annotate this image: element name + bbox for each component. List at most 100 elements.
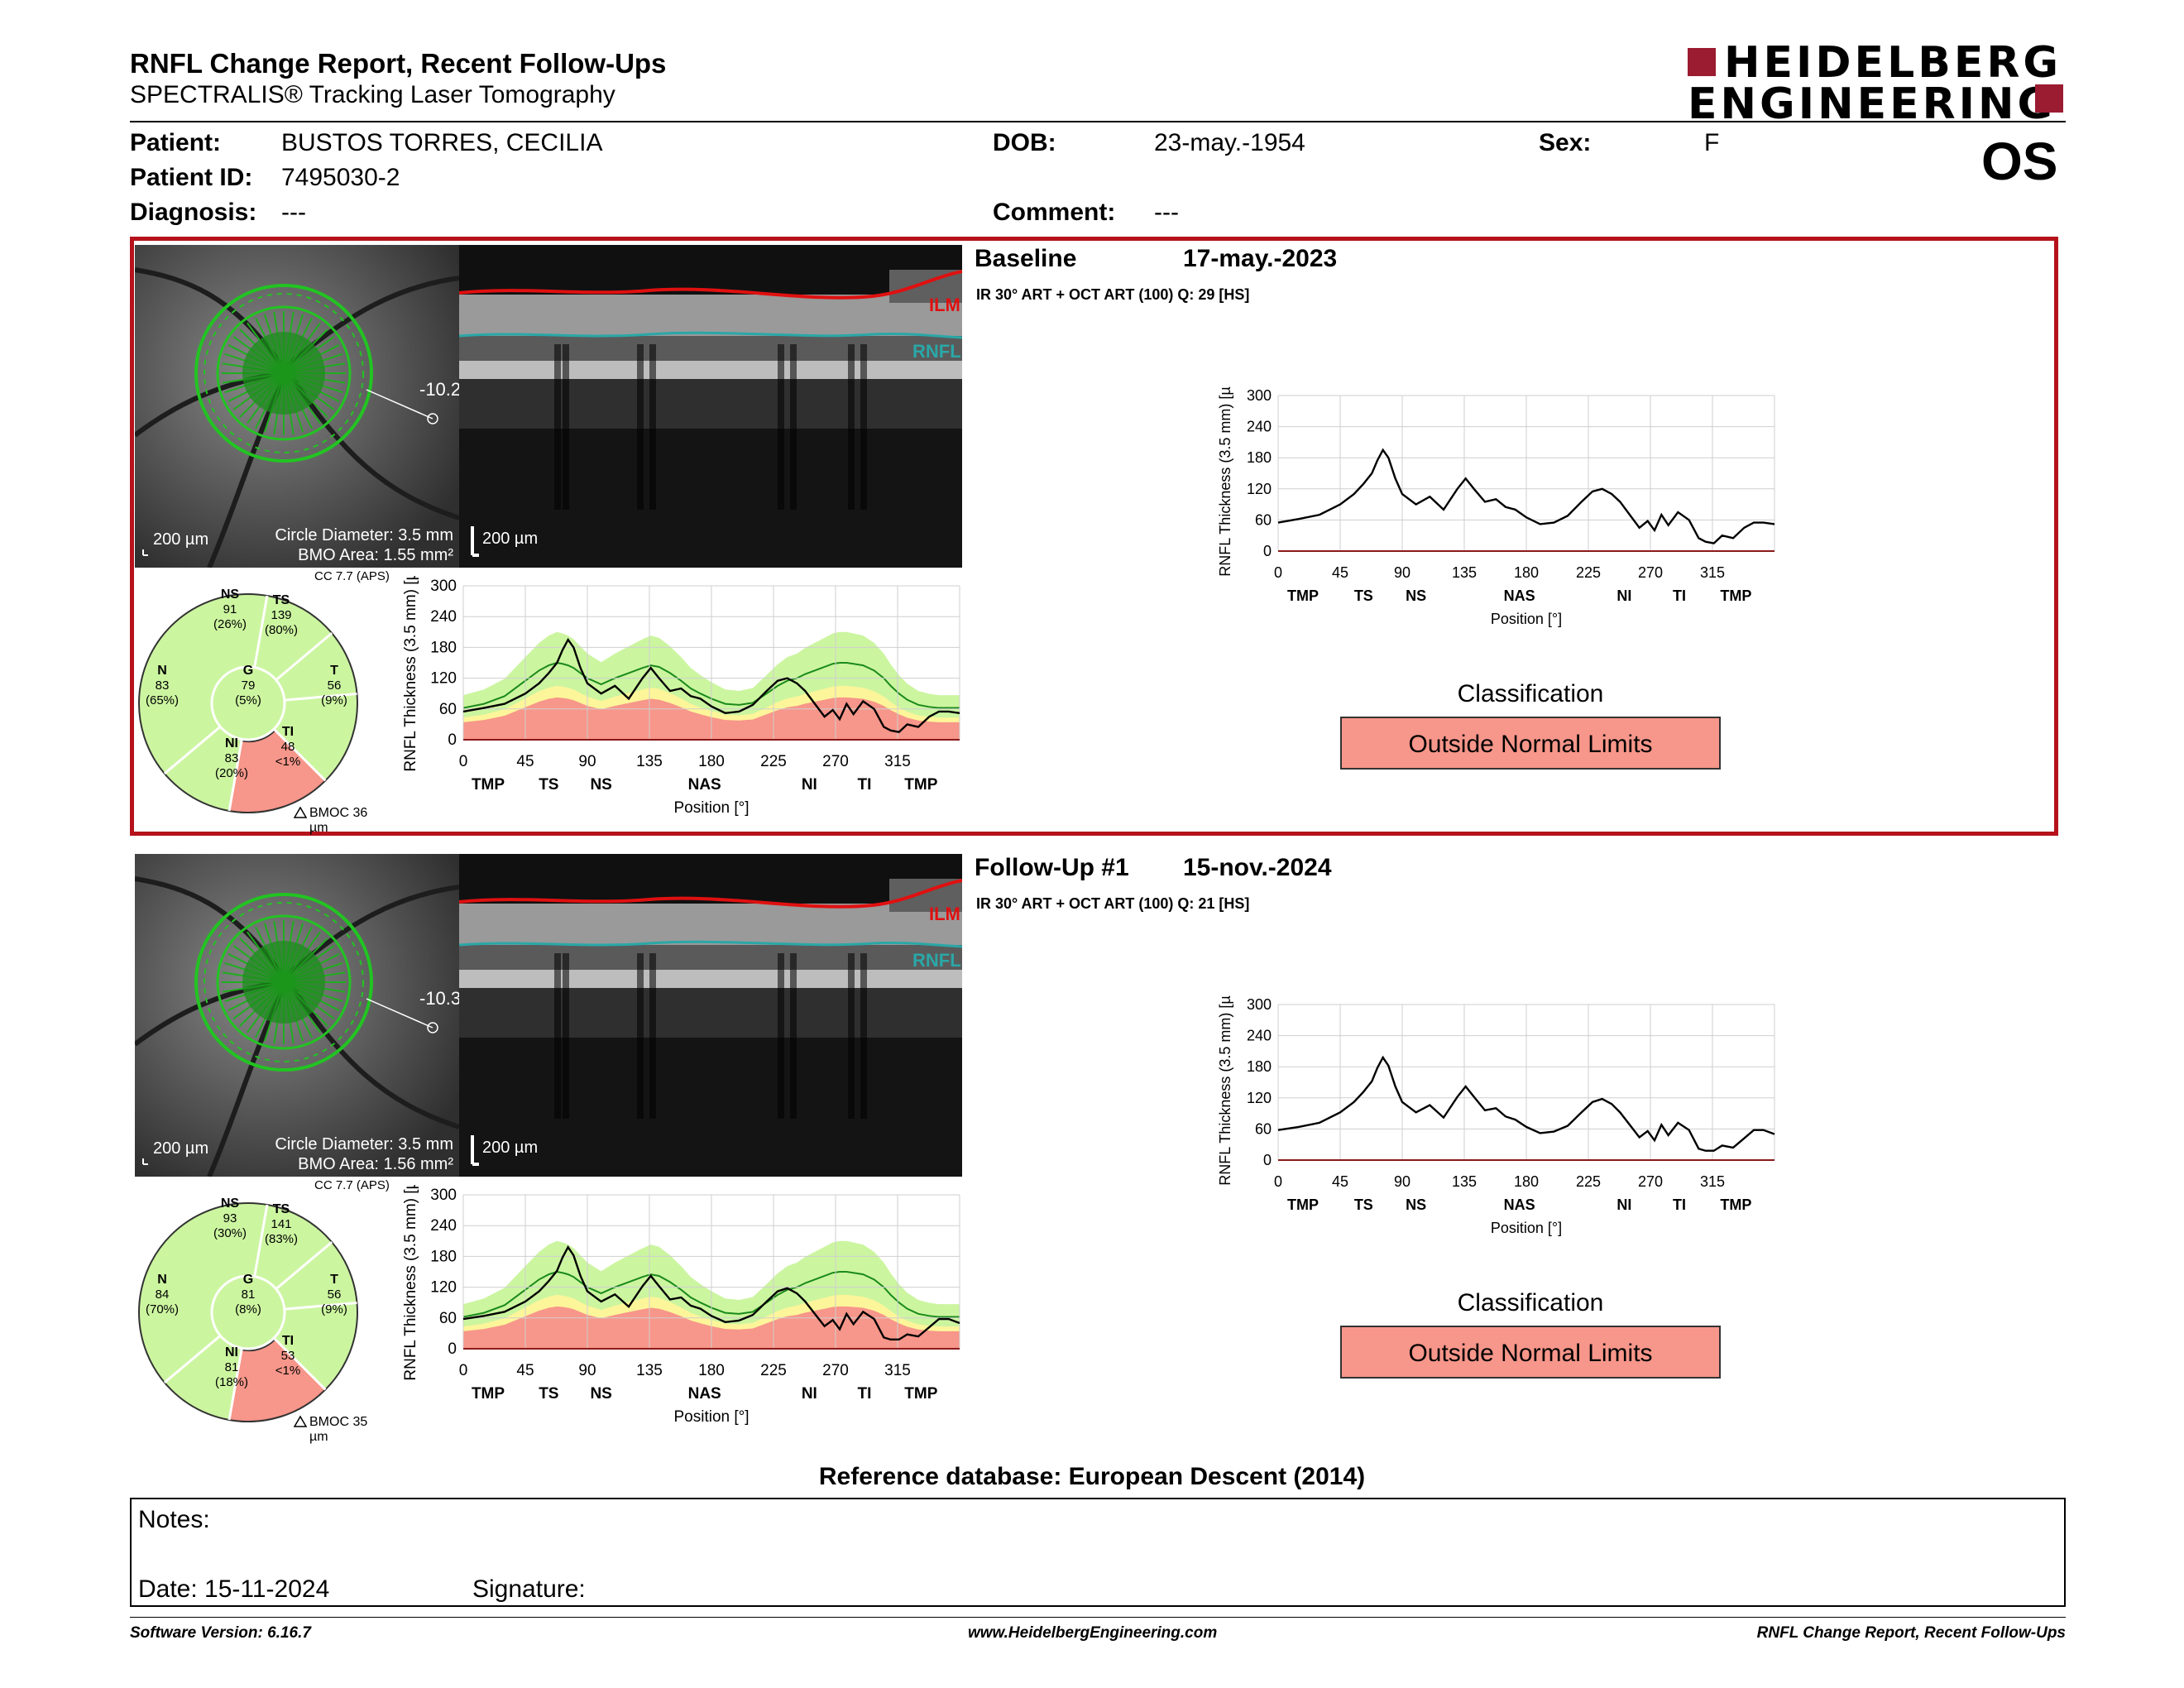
logo-line-1: HEIDELBERG bbox=[1724, 38, 2062, 88]
header-divider bbox=[130, 121, 2066, 122]
sector-label: TS bbox=[539, 1385, 558, 1403]
y-axis-label: RNFL Thickness (3.5 mm) [µm] bbox=[402, 1185, 419, 1381]
x-tick-label: 225 bbox=[1576, 564, 1601, 581]
rnfl-profile-chart-baseline: 0 60 120 180 240 300 0 45 90 135 180 225 270 315 TMP TS… bbox=[402, 576, 960, 817]
x-tick-label: 180 bbox=[698, 753, 725, 770]
rnfl-thickness-line bbox=[1277, 1055, 1775, 1152]
y-tick-label: 0 bbox=[448, 1340, 457, 1358]
x-tick-label: 180 bbox=[1514, 564, 1539, 581]
x-tick-label: 225 bbox=[760, 1362, 787, 1379]
cc-label: CC 7.7 (APS) bbox=[314, 569, 390, 583]
diagnosis-value: --- bbox=[281, 199, 306, 226]
exam-name: Follow-Up #1 bbox=[975, 854, 1129, 881]
x-tick-label: 135 bbox=[1452, 1173, 1477, 1190]
pie-label-ts: TS bbox=[272, 1202, 290, 1216]
fovea-angle: -10.3° bbox=[419, 988, 459, 1009]
report-subtitle: SPECTRALIS® Tracking Laser Tomography bbox=[130, 81, 615, 108]
sector-label: NI bbox=[802, 1385, 817, 1403]
rnfl-thickness-line bbox=[462, 1244, 960, 1341]
sector-label: TMP bbox=[1287, 587, 1319, 604]
bscan-scale-bar: 200 µm bbox=[482, 530, 539, 548]
pie-pct-ts: (83%) bbox=[264, 1232, 298, 1246]
rnfl-boundary bbox=[459, 940, 962, 948]
pie-pct-ti: <1% bbox=[275, 755, 301, 769]
y-tick-label: 240 bbox=[1247, 419, 1272, 435]
sector-label: TMP bbox=[1720, 587, 1751, 604]
scan-info: IR 30° ART + OCT ART (100) Q: 21 [HS] bbox=[976, 895, 1250, 912]
x-tick-label: 45 bbox=[516, 1362, 534, 1379]
x-axis-label: Position [°] bbox=[673, 1408, 749, 1426]
pie-value-ns: 93 bbox=[223, 1211, 237, 1225]
y-tick-label: 60 bbox=[1255, 511, 1272, 528]
report-title: RNFL Change Report, Recent Follow-Ups bbox=[130, 48, 667, 79]
sector-label: NS bbox=[590, 776, 611, 794]
rnfl-profile-chart-follow-up: 0 60 120 180 240 300 0 45 90 135 180 225 270 315 TMP TS… bbox=[402, 1185, 960, 1426]
x-tick-label: 90 bbox=[1394, 564, 1410, 581]
bscan-scale-bar: 200 µm bbox=[482, 1139, 539, 1157]
rnfl-label: RNFL bbox=[912, 950, 961, 971]
dob-value: 23-may.-1954 bbox=[1154, 129, 1305, 156]
pie-pct-ni: (20%) bbox=[214, 766, 248, 780]
sector-label: NAS bbox=[1504, 587, 1535, 604]
y-tick-label: 0 bbox=[1263, 1152, 1272, 1168]
sector-label: TS bbox=[1354, 587, 1373, 604]
sector-label: NAS bbox=[688, 1385, 721, 1403]
notes-signature: Signature: bbox=[472, 1575, 586, 1603]
x-tick-label: 45 bbox=[1332, 564, 1348, 581]
exam-date: 17-may.-2023 bbox=[1183, 245, 1338, 272]
cc-label: CC 7.7 (APS) bbox=[314, 1178, 390, 1192]
circle-diameter: Circle Diameter: 3.5 mm bbox=[275, 1135, 453, 1153]
sector-label: NI bbox=[1616, 587, 1631, 604]
y-tick-label: 120 bbox=[430, 670, 457, 688]
sector-label: NS bbox=[1406, 1196, 1426, 1213]
pie-label-ti: TI bbox=[281, 1334, 295, 1348]
classification-result[interactable]: Outside Normal Limits bbox=[1340, 717, 1721, 770]
notes-date: Date: 15-11-2024 bbox=[138, 1575, 330, 1603]
pie-pct-ns: (26%) bbox=[213, 617, 247, 631]
scan-circle bbox=[194, 284, 373, 463]
rnfl-thickness-line bbox=[1277, 448, 1775, 544]
classification-result[interactable]: Outside Normal Limits bbox=[1340, 1326, 1721, 1379]
rnfl-label: RNFL bbox=[912, 341, 961, 362]
x-tick-label: 315 bbox=[1700, 564, 1725, 581]
exam-name: Baseline bbox=[975, 245, 1077, 272]
sector-label: TI bbox=[858, 776, 872, 794]
pie-value-g: 81 bbox=[241, 1288, 256, 1302]
y-axis-label: RNFL Thickness (3.5 mm) [µm] bbox=[402, 576, 419, 772]
ilm-label: ILM bbox=[929, 904, 960, 924]
ilm-boundary bbox=[459, 879, 962, 909]
x-axis-label: Position [°] bbox=[673, 799, 749, 817]
x-tick-label: 180 bbox=[698, 1362, 725, 1379]
pie-label-ni: NI bbox=[225, 1345, 238, 1360]
x-tick-label: 270 bbox=[1638, 564, 1663, 581]
footer-software-version: Software Version: 6.16.7 bbox=[130, 1624, 311, 1642]
pie-value-ni: 81 bbox=[224, 1360, 239, 1374]
pie-label-g: G bbox=[242, 664, 254, 678]
pie-label-ns: NS bbox=[220, 1196, 240, 1211]
pie-value-ni: 83 bbox=[224, 751, 239, 765]
pie-pct-t: (9%) bbox=[321, 693, 347, 707]
sector-label: TMP bbox=[1720, 1196, 1751, 1213]
sex-value: F bbox=[1704, 129, 1720, 156]
fundus-image: -10.2° 200 µm Circle Diameter: 3.5 mm BMO A… bbox=[135, 245, 459, 568]
y-tick-label: 60 bbox=[439, 701, 457, 718]
sector-label: TMP bbox=[904, 776, 937, 794]
bmoc-value: BMOC 35 µm bbox=[309, 1415, 368, 1444]
y-tick-label: 120 bbox=[1247, 1090, 1272, 1106]
sector-pie: NS 91 (26%) TS 139 (80%) N 83 (65%) G 79 (5%) T 56 (9%… bbox=[132, 569, 381, 835]
pie-label-t: T bbox=[330, 664, 338, 678]
eye-indicator: OS bbox=[1981, 132, 2058, 191]
sector-label: TMP bbox=[904, 1385, 937, 1403]
fundus-scale-bar: 200 µm bbox=[153, 1139, 209, 1158]
notes-box[interactable]: Notes: Date: 15-11-2024 Signature: bbox=[130, 1498, 2066, 1607]
footer-website[interactable]: www.HeidelbergEngineering.com bbox=[968, 1624, 1218, 1642]
exam-section-baseline: -10.2° 200 µm Circle Diameter: 3.5 mm BMO A… bbox=[132, 245, 1721, 835]
pie-label-ni: NI bbox=[225, 736, 238, 750]
pie-value-n: 83 bbox=[155, 679, 170, 693]
x-tick-label: 0 bbox=[459, 1362, 468, 1379]
baseline-panel bbox=[130, 237, 2058, 836]
bmo-area: BMO Area: 1.56 mm² bbox=[298, 1155, 453, 1173]
y-tick-label: 300 bbox=[430, 578, 457, 595]
y-tick-label: 180 bbox=[430, 639, 457, 656]
bmoc-value: BMOC 36 µm bbox=[309, 806, 368, 835]
